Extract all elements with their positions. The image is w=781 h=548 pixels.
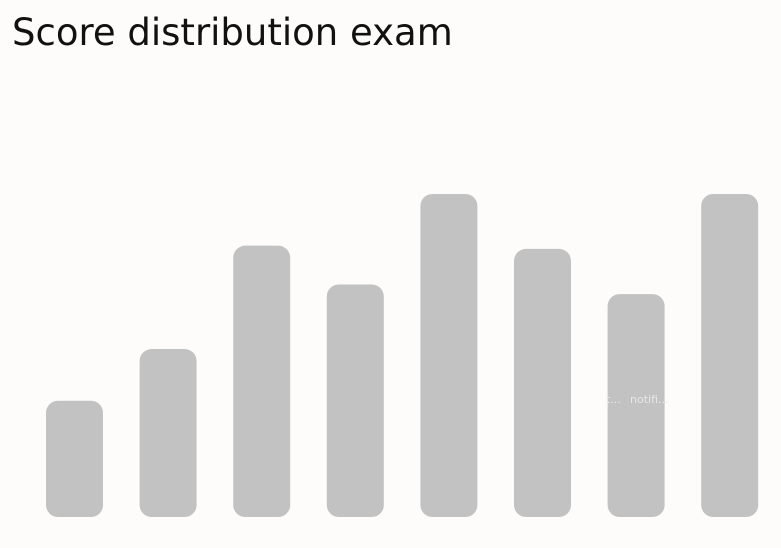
bar [46,400,103,517]
notification-text: t... [606,393,621,406]
bar [420,194,478,517]
chart-title: Score distribution exam [12,11,453,54]
bar [607,294,665,517]
bar [139,349,197,517]
bar [514,248,571,517]
notification-text: notifi... [630,393,669,406]
bar [326,284,384,517]
bar [233,245,291,517]
bar [701,194,759,517]
